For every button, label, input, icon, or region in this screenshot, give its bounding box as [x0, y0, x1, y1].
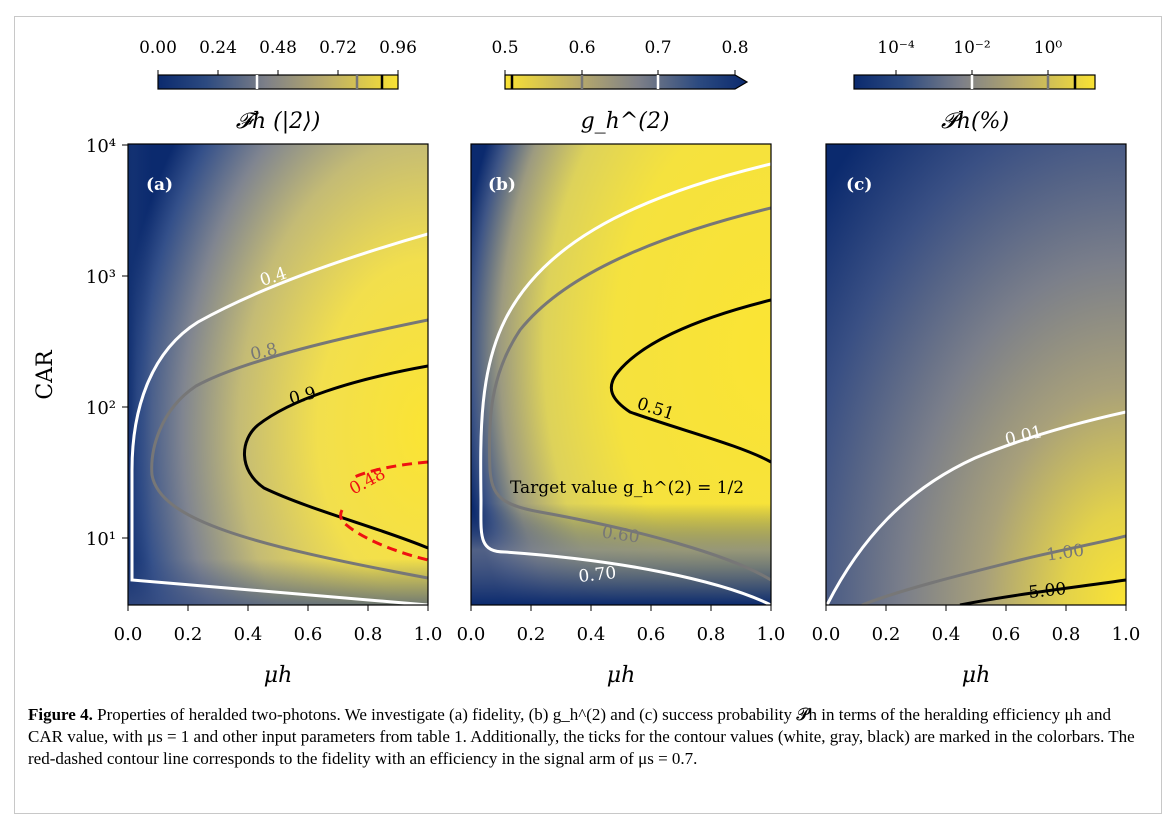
x-axis-a: 0.0 0.2 0.4 0.6 0.8 1.0 μh — [114, 605, 443, 688]
panel-a-contour-0.4 — [130, 232, 428, 605]
colorbar-b-tick-2: 0.7 — [644, 38, 671, 58]
x-tick-a-0: 0.0 — [114, 624, 143, 645]
x-axis-label-c: μh — [962, 663, 990, 688]
panel-b: 0.51 0.60 0.70 Target value g_h^(2) = 1/… — [470, 143, 772, 606]
x-tick-b-5: 1.0 — [757, 624, 786, 645]
x-tick-c-4: 0.8 — [1052, 624, 1081, 645]
x-tick-c-3: 0.6 — [992, 624, 1021, 645]
colorbar-b-tick-3: 0.8 — [721, 38, 748, 58]
figure-caption: Figure 4. Properties of heralded two-pho… — [28, 704, 1148, 770]
x-tick-b-1: 0.2 — [517, 624, 546, 645]
colorbar-a: 0.00 0.24 0.48 0.72 0.96 𝓕h (|2⟩) — [139, 38, 417, 134]
colorbar-c: 10⁻⁴ 10⁻² 10⁰ 𝓟h(%) — [853, 38, 1096, 134]
panel-c-label: (c) — [846, 175, 872, 195]
x-tick-a-2: 0.4 — [234, 624, 263, 645]
panel-a-label: (a) — [146, 175, 173, 195]
panel-b-contour-0.70 — [479, 162, 771, 605]
panel-b-contour-label-2: 0.70 — [578, 563, 618, 587]
y-axis: 10¹ 10² 10³ 10⁴ CAR — [33, 136, 128, 550]
colorbar-c-tick-1: 10⁻² — [953, 38, 990, 58]
colorbar-b-gradient — [504, 74, 749, 90]
figure-label: Figure 4. — [28, 705, 93, 724]
panel-c-contour-label-2: 5.00 — [1028, 579, 1068, 603]
panel-c: 0.01 1.00 5.00 (c) — [825, 143, 1127, 606]
x-tick-a-4: 0.8 — [354, 624, 383, 645]
panel-a-contour-0.9 — [243, 364, 428, 550]
panel-b-contour-0.51 — [609, 298, 771, 464]
caption-text: Properties of heralded two-photons. We i… — [28, 705, 1135, 768]
figure-frame — [14, 16, 1162, 814]
x-axis-label-b: μh — [607, 663, 635, 688]
colorbar-b-tick-1: 0.6 — [568, 38, 595, 58]
colorbar-a-tick-1: 0.24 — [199, 38, 237, 58]
x-tick-b-4: 0.8 — [697, 624, 726, 645]
x-tick-a-5: 1.0 — [414, 624, 443, 645]
panel-c-contour-1.00 — [861, 534, 1126, 605]
colorbar-a-tick-2: 0.48 — [259, 38, 297, 58]
x-tick-a-3: 0.6 — [294, 624, 323, 645]
y-tick-3: 10⁴ — [86, 136, 116, 157]
y-tick-0: 10¹ — [86, 529, 116, 550]
x-axis-c: 0.0 0.2 0.4 0.6 0.8 1.0 μh — [812, 605, 1141, 688]
colorbar-b-label: g_h^(2) — [581, 109, 670, 134]
x-tick-c-5: 1.0 — [1112, 624, 1141, 645]
x-tick-b-0: 0.0 — [457, 624, 486, 645]
colorbar-c-label: 𝓟h(%) — [941, 109, 1009, 134]
x-axis-label-a: μh — [264, 663, 292, 688]
colorbar-a-tick-3: 0.72 — [319, 38, 357, 58]
colorbar-a-tick-4: 0.96 — [379, 38, 417, 58]
y-tick-1: 10² — [86, 398, 116, 419]
panel-b-contour-0.60 — [487, 206, 771, 582]
figure-4: 0.00 0.24 0.48 0.72 0.96 𝓕h (|2⟩) 0.5 0.… — [33, 38, 1141, 688]
y-tick-2: 10³ — [86, 267, 116, 288]
y-axis-label: CAR — [33, 349, 58, 400]
panel-c-contour-5.00 — [959, 578, 1126, 605]
panel-a: 0.4 0.8 0.9 0.48 (a) — [127, 143, 429, 606]
x-tick-c-2: 0.4 — [932, 624, 961, 645]
colorbar-a-label: 𝓕h (|2⟩) — [236, 109, 321, 134]
colorbar-c-gradient — [853, 74, 1096, 90]
colorbar-c-tick-2: 10⁰ — [1034, 38, 1063, 58]
panel-a-contour-0.48 — [339, 460, 428, 562]
x-tick-b-3: 0.6 — [637, 624, 666, 645]
panel-c-heatmap — [826, 144, 1126, 605]
x-tick-c-1: 0.2 — [872, 624, 901, 645]
x-axis-b: 0.0 0.2 0.4 0.6 0.8 1.0 μh — [457, 605, 786, 688]
panel-b-label: (b) — [488, 175, 516, 195]
x-tick-a-1: 0.2 — [174, 624, 203, 645]
panel-b-annotation: Target value g_h^(2) = 1/2 — [510, 478, 744, 498]
colorbar-c-tick-0: 10⁻⁴ — [877, 38, 915, 58]
colorbar-a-tick-0: 0.00 — [139, 38, 177, 58]
colorbar-a-gradient — [157, 74, 399, 90]
x-tick-c-0: 0.0 — [812, 624, 841, 645]
x-tick-b-2: 0.4 — [577, 624, 606, 645]
panel-a-contour-0.8 — [150, 318, 428, 580]
colorbar-b-tick-0: 0.5 — [491, 38, 518, 58]
panel-c-contour-0.01 — [826, 410, 1126, 605]
colorbar-b: 0.5 0.6 0.7 0.8 g_h^(2) — [491, 38, 748, 134]
